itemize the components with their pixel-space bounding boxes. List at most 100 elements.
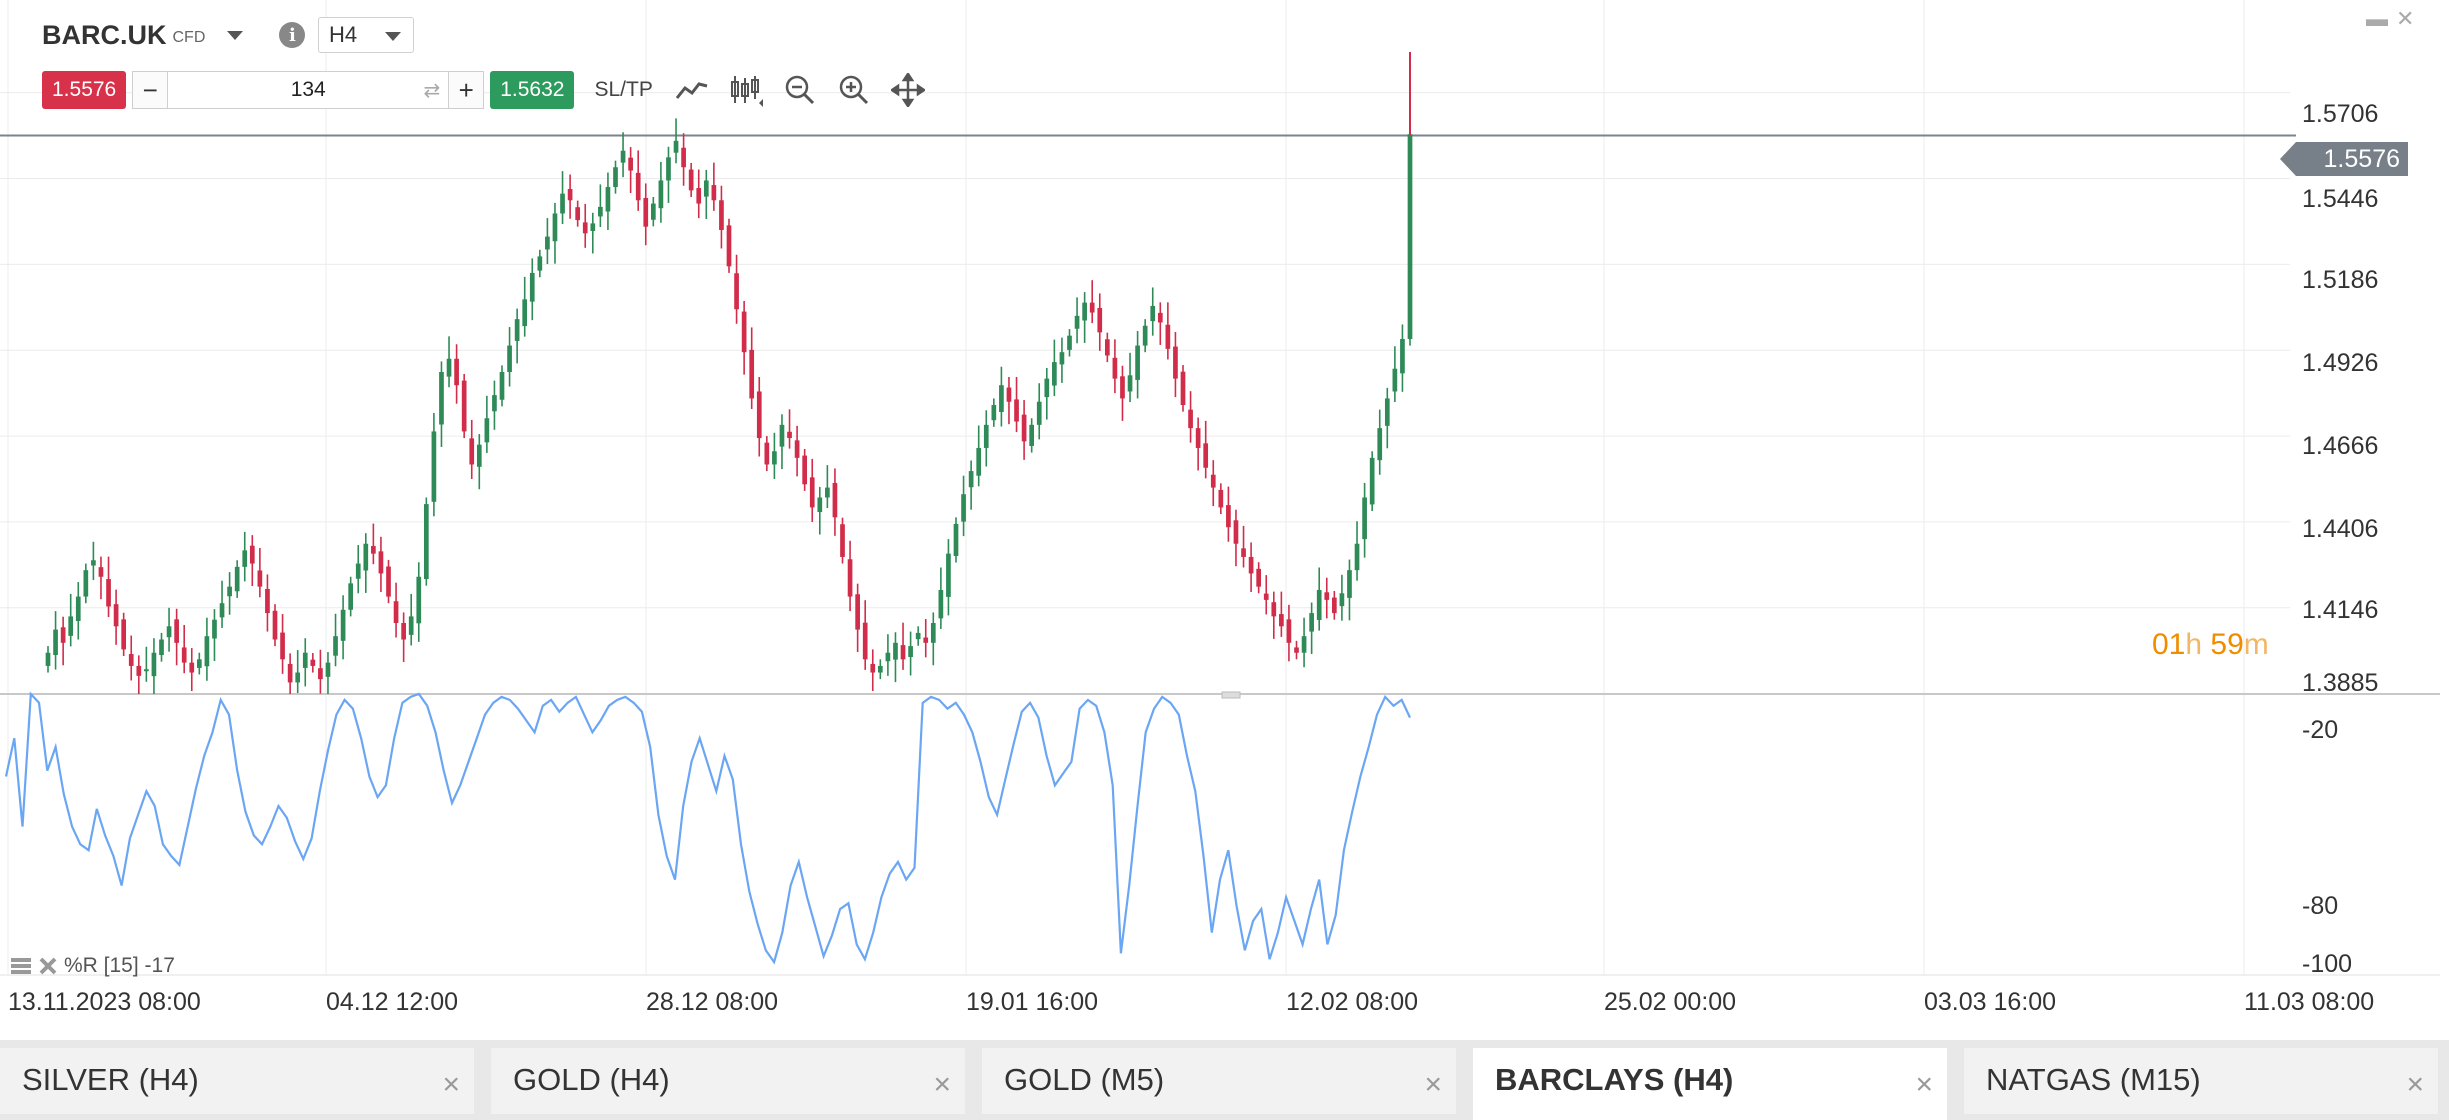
candle-body bbox=[832, 482, 838, 518]
williams-r-indicator bbox=[4, 691, 1411, 965]
chart-area[interactable]: ▬ ✕ BARC.UK CFD i H4 1.5576 − 134 ⇄ + 1.… bbox=[0, 0, 2449, 1040]
candle-body bbox=[590, 223, 596, 231]
indicator-remove-icon[interactable] bbox=[38, 956, 58, 976]
candle-body bbox=[605, 187, 611, 212]
candle-body bbox=[45, 652, 51, 666]
candle-body bbox=[1067, 335, 1072, 350]
tab-silver-h4[interactable]: SILVER (H4) × bbox=[0, 1048, 474, 1114]
candle-body bbox=[938, 589, 944, 619]
tab-label: GOLD (M5) bbox=[1004, 1062, 1165, 1097]
close-icon[interactable]: × bbox=[1424, 1068, 1442, 1101]
candle-body bbox=[628, 157, 633, 171]
candle-body bbox=[1407, 134, 1413, 339]
tab-barclays-h4[interactable]: BARCLAYS (H4) × bbox=[1473, 1048, 1947, 1120]
candle-body bbox=[764, 442, 770, 465]
candle-body bbox=[1157, 312, 1163, 323]
candle-body bbox=[1226, 505, 1231, 528]
candle-body bbox=[83, 570, 89, 597]
candle-body bbox=[98, 567, 104, 577]
indicator-legend: %R [15] -17 bbox=[10, 954, 175, 978]
candle-body bbox=[378, 551, 384, 574]
candle-body bbox=[121, 619, 127, 650]
candle-body bbox=[991, 405, 997, 421]
sell-button[interactable]: 1.5576 bbox=[42, 71, 127, 109]
candle-body bbox=[893, 642, 898, 660]
increase-quantity-button[interactable]: + bbox=[448, 72, 484, 108]
close-icon[interactable]: × bbox=[442, 1068, 460, 1101]
chart-canvas[interactable] bbox=[0, 0, 2449, 1040]
candle-body bbox=[166, 626, 172, 638]
candle-body bbox=[128, 654, 134, 666]
candle-body bbox=[772, 451, 777, 465]
candle-body bbox=[681, 147, 686, 168]
candle-body bbox=[333, 636, 338, 656]
candle-body bbox=[499, 372, 505, 400]
candle-body bbox=[295, 672, 301, 683]
candle-body bbox=[1188, 409, 1193, 429]
indicator-settings-icon[interactable] bbox=[10, 956, 32, 976]
candle-body bbox=[1248, 556, 1254, 574]
price-axis-label: 1.5186 bbox=[2302, 266, 2379, 294]
candle-body bbox=[734, 273, 739, 310]
close-icon[interactable]: × bbox=[1915, 1068, 1933, 1101]
candle-body bbox=[1354, 543, 1360, 571]
candle-body bbox=[484, 418, 490, 443]
line-chart-icon[interactable] bbox=[675, 71, 709, 109]
indicator-axis-label: -20 bbox=[2302, 716, 2339, 744]
candlestick-icon[interactable] bbox=[729, 71, 763, 109]
close-icon[interactable]: × bbox=[2406, 1068, 2424, 1101]
candle-body bbox=[1089, 302, 1095, 313]
candle-body bbox=[537, 256, 543, 271]
candle-body bbox=[809, 477, 815, 508]
candle-body bbox=[265, 588, 270, 614]
minimize-icon[interactable]: ▬ bbox=[2366, 6, 2388, 31]
tab-gold-h4[interactable]: GOLD (H4) × bbox=[491, 1048, 965, 1114]
decrease-quantity-button[interactable]: − bbox=[133, 72, 169, 108]
price-axis-label: 1.4406 bbox=[2302, 515, 2379, 543]
quantity-input[interactable]: 134 ⇄ bbox=[168, 72, 448, 108]
pan-icon[interactable] bbox=[890, 71, 925, 109]
swap-units-icon[interactable]: ⇄ bbox=[423, 80, 441, 102]
candle-body bbox=[711, 185, 717, 201]
candle-countdown: 01h 59m bbox=[2152, 628, 2269, 662]
candle-body bbox=[756, 391, 762, 439]
timeframe-select[interactable]: H4 bbox=[318, 17, 414, 53]
candle-body bbox=[227, 586, 232, 597]
candle-body bbox=[529, 272, 535, 302]
candle-body bbox=[408, 616, 414, 635]
symbol-name[interactable]: BARC.UK bbox=[42, 19, 167, 50]
candle-body bbox=[900, 645, 906, 660]
candle-body bbox=[1014, 399, 1019, 422]
candle-body bbox=[1294, 647, 1299, 653]
candle-body bbox=[847, 559, 853, 597]
candle-body bbox=[1377, 428, 1383, 461]
price-axis-label: 1.5446 bbox=[2302, 185, 2379, 213]
quantity-value: 134 bbox=[290, 78, 326, 101]
candle-body bbox=[325, 662, 331, 677]
candle-body bbox=[53, 629, 58, 656]
symbol-dropdown-icon[interactable] bbox=[227, 30, 244, 40]
tab-gold-m5[interactable]: GOLD (M5) × bbox=[982, 1048, 1456, 1114]
candle-body bbox=[234, 566, 240, 592]
close-icon[interactable]: × bbox=[933, 1068, 951, 1101]
candle-body bbox=[741, 311, 747, 353]
candle-body bbox=[983, 424, 989, 448]
candle-body bbox=[726, 225, 732, 267]
candle-body bbox=[219, 603, 225, 618]
zoom-out-icon[interactable] bbox=[783, 71, 817, 109]
candle-body bbox=[870, 663, 876, 673]
buy-button[interactable]: 1.5632 bbox=[490, 71, 575, 109]
candle-body bbox=[1384, 398, 1390, 426]
candle-body bbox=[113, 604, 119, 627]
sltp-button[interactable]: SL/TP bbox=[594, 78, 653, 101]
close-icon[interactable]: ✕ bbox=[2396, 6, 2415, 31]
zoom-in-icon[interactable] bbox=[837, 71, 871, 109]
candle-body bbox=[658, 180, 664, 209]
info-icon[interactable]: i bbox=[279, 22, 306, 48]
tab-natgas-m15[interactable]: NATGAS (M15) × bbox=[1964, 1048, 2438, 1114]
candle-body bbox=[174, 619, 179, 643]
candle-body bbox=[136, 665, 142, 676]
candle-body bbox=[1074, 315, 1080, 329]
candle-body bbox=[1195, 428, 1201, 448]
tab-label: GOLD (H4) bbox=[513, 1062, 670, 1097]
